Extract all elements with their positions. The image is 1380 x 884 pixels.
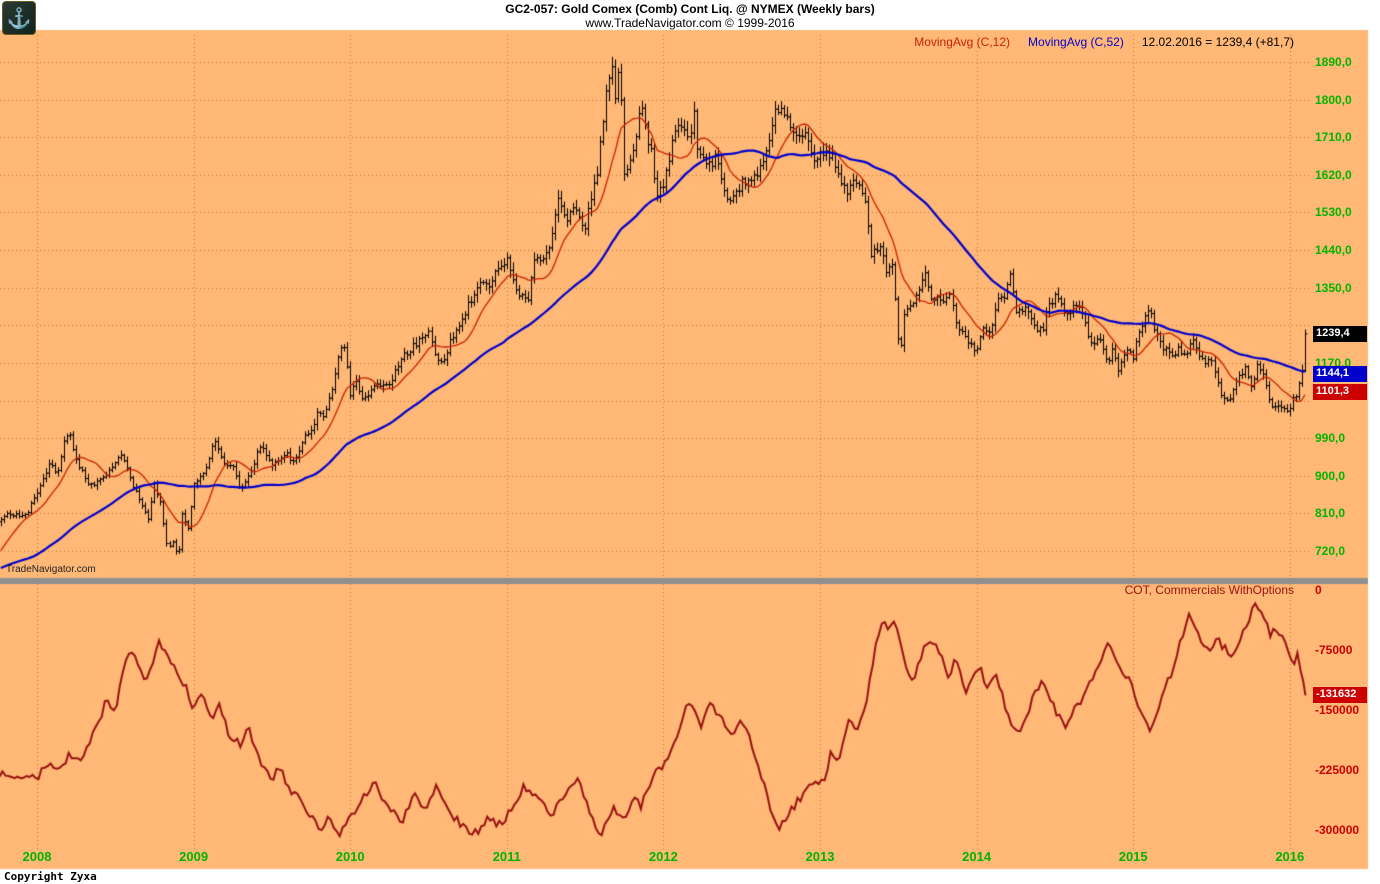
price-axis-label: 990,0 xyxy=(1315,431,1346,446)
price-axis-label: 1350,0 xyxy=(1315,280,1352,295)
x-axis-year-label: 2016 xyxy=(1275,849,1305,864)
price-axis-label: 1620,0 xyxy=(1315,167,1352,182)
tradenavigator-logo-icon: ⚓ xyxy=(2,1,36,35)
x-axis-year-label: 2011 xyxy=(492,849,521,864)
indicator-legend: MovingAvg (C,12) MovingAvg (C,52) 12.02.… xyxy=(914,35,1294,49)
cot-axis-label: -300000 xyxy=(1315,823,1360,837)
x-axis-year-label: 2009 xyxy=(179,849,209,864)
price-axis-label: 1530,0 xyxy=(1315,205,1352,220)
x-axis-year-label: 2008 xyxy=(22,849,52,864)
x-axis-year-label: 2015 xyxy=(1118,849,1148,864)
legend-last-quote: 12.02.2016 = 1239,4 (+81,7) xyxy=(1141,35,1294,49)
price-axis-label: 810,0 xyxy=(1315,506,1346,521)
price-axis-label: 1710,0 xyxy=(1315,130,1352,145)
x-axis-year-label: 2014 xyxy=(962,849,992,864)
price-axis-label: 1890,0 xyxy=(1315,55,1352,69)
cot-axis-label: -225000 xyxy=(1315,763,1360,777)
cot-axis-label: -75000 xyxy=(1315,643,1353,657)
chart-title: GC2-057: Gold Comex (Comb) Cont Liq. @ N… xyxy=(505,2,875,16)
x-axis-year-label: 2010 xyxy=(335,849,365,864)
price-callout: 1144,1 xyxy=(1313,365,1367,382)
price-callout: 1101,3 xyxy=(1313,383,1367,400)
price-axis-label: 900,0 xyxy=(1315,468,1346,483)
x-axis-year-label: 2012 xyxy=(648,849,678,864)
legend-movingavg-52: MovingAvg (C,52) xyxy=(1028,35,1124,49)
cot-axis-label: -150000 xyxy=(1315,703,1360,717)
price-callout: 1239,4 xyxy=(1313,325,1367,342)
tradenavigator-watermark: TradeNavigator.com xyxy=(6,564,96,575)
cot-callout: -131632 xyxy=(1313,687,1367,704)
price-axis-label: 1440,0 xyxy=(1315,243,1352,258)
price-panel[interactable] xyxy=(0,35,1310,578)
chart-subtitle: www.TradeNavigator.com © 1999-2016 xyxy=(585,16,795,30)
price-axis-label: 1800,0 xyxy=(1315,92,1352,107)
copyright-label: Copyright Zyxa xyxy=(4,870,97,883)
cot-panel[interactable] xyxy=(0,584,1310,850)
legend-movingavg-12: MovingAvg (C,12) xyxy=(914,35,1011,49)
cot-panel-title: COT, Commercials WithOptions xyxy=(1124,583,1294,597)
x-axis-year-label: 2013 xyxy=(805,849,835,864)
cot-axis-label: 0 xyxy=(1315,583,1322,597)
price-axis-label: 720,0 xyxy=(1315,544,1346,558)
